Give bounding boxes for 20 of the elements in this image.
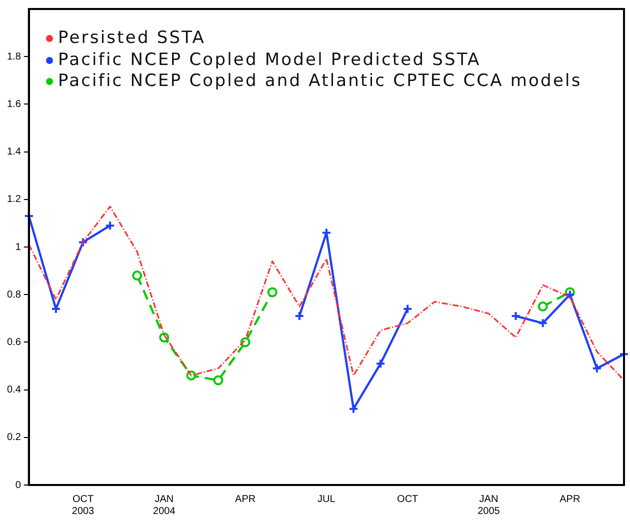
x-tick-label: OCT 2003	[72, 494, 95, 517]
x-tick-label: APR	[560, 494, 580, 505]
x-tick-label: JUL	[318, 494, 336, 505]
x-tick-label: APR	[235, 494, 256, 505]
y-tick-label: 1.6	[6, 98, 22, 110]
y-tick-label: 0.4	[6, 384, 22, 396]
y-tick-label: 0.6	[6, 336, 22, 348]
y-tick-label: 0	[15, 480, 22, 491]
x-tick-label: JAN 2005	[478, 494, 500, 517]
y-tick-label: 0.8	[6, 289, 22, 300]
x-tick-label: OCT	[397, 494, 418, 505]
legend-label: Persisted SSTA	[58, 28, 206, 50]
y-tick-label: 1.8	[6, 51, 22, 62]
legend-label: Pacific NCEP Copled Model Predicted SSTA	[58, 50, 481, 71]
x-tick-label: JAN 2004	[153, 494, 176, 517]
y-tick-label: 0.2	[6, 432, 22, 444]
y-tick-label: 1	[15, 242, 22, 253]
y-tick-label: 1.4	[6, 146, 22, 158]
legend-label: Pacific NCEP Copled and Atlantic CPTEC CCA models	[58, 71, 582, 92]
y-tick-label: 1.2	[6, 194, 22, 206]
